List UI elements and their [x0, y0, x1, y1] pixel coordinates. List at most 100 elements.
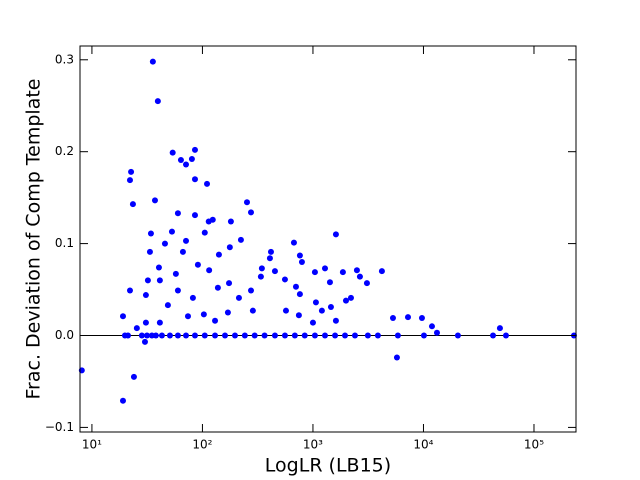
data-point — [502, 332, 509, 339]
data-point — [231, 332, 238, 339]
data-point — [191, 332, 198, 339]
data-point — [309, 319, 316, 326]
data-point — [364, 332, 371, 339]
data-point — [126, 287, 133, 294]
data-point — [191, 212, 198, 219]
data-point — [169, 149, 176, 156]
data-point — [291, 332, 298, 339]
data-point — [156, 277, 163, 284]
data-point — [281, 276, 288, 283]
data-point — [183, 332, 190, 339]
data-point — [174, 332, 181, 339]
data-point — [214, 284, 221, 291]
data-point — [428, 323, 435, 330]
x-tick-label: 10⁴ — [413, 438, 433, 452]
data-point — [179, 248, 186, 255]
data-point — [290, 239, 297, 246]
data-point — [183, 237, 190, 244]
data-point — [311, 269, 318, 276]
data-point — [301, 332, 308, 339]
data-point — [161, 240, 168, 247]
data-point — [224, 309, 231, 316]
data-point — [312, 299, 319, 306]
data-point — [164, 302, 171, 309]
data-point — [152, 332, 159, 339]
data-point — [138, 332, 145, 339]
data-point — [191, 176, 198, 183]
data-point — [374, 332, 381, 339]
data-point — [200, 311, 207, 318]
data-point — [257, 273, 264, 280]
data-point — [146, 248, 153, 255]
data-point — [393, 354, 400, 361]
x-tick-label: 10² — [192, 438, 212, 452]
data-point — [490, 332, 497, 339]
data-point — [296, 252, 303, 259]
x-axis-label: LogLR (LB15) — [265, 455, 391, 477]
data-point — [342, 332, 349, 339]
data-point — [241, 332, 248, 339]
data-point — [351, 332, 358, 339]
data-point — [212, 317, 219, 324]
y-tick-label: −0.1 — [45, 420, 74, 434]
data-point — [282, 307, 289, 314]
data-point — [156, 319, 163, 326]
data-point — [206, 267, 213, 274]
data-point — [292, 283, 299, 290]
data-point — [201, 332, 208, 339]
data-point — [258, 265, 265, 272]
data-point — [295, 312, 302, 319]
data-point — [261, 332, 268, 339]
data-point — [130, 373, 137, 380]
data-point — [356, 273, 363, 280]
data-point — [281, 332, 288, 339]
data-point — [226, 244, 233, 251]
x-tick-label: 10⁵ — [524, 438, 544, 452]
data-point — [266, 255, 273, 262]
data-point — [158, 332, 165, 339]
y-tick-label: 0.0 — [55, 328, 74, 342]
data-point — [353, 267, 360, 274]
data-point — [143, 332, 150, 339]
data-point — [249, 307, 256, 314]
data-point — [237, 236, 244, 243]
y-tick-label: 0.2 — [55, 144, 74, 158]
data-point — [172, 270, 179, 277]
data-point — [243, 199, 250, 206]
data-point — [267, 248, 274, 255]
data-point — [209, 216, 216, 223]
data-point — [221, 332, 228, 339]
data-point — [174, 210, 181, 217]
y-tick-label: 0.3 — [55, 52, 74, 66]
data-point — [433, 329, 440, 336]
data-point — [141, 338, 148, 345]
data-point — [327, 304, 334, 311]
data-point — [247, 209, 254, 216]
data-point — [378, 268, 385, 275]
data-point — [191, 146, 198, 153]
data-point — [168, 228, 175, 235]
data-point — [247, 287, 254, 294]
data-point — [339, 269, 346, 276]
data-point — [271, 268, 278, 275]
data-point — [251, 332, 258, 339]
data-point — [155, 264, 162, 271]
data-point — [119, 313, 126, 320]
y-tick-label: 0.1 — [55, 236, 74, 250]
data-point — [174, 287, 181, 294]
data-point — [183, 161, 190, 168]
plot-area — [78, 58, 577, 404]
data-point — [321, 332, 328, 339]
data-point — [194, 261, 201, 268]
data-point — [235, 294, 242, 301]
data-point — [144, 277, 151, 284]
data-point — [418, 315, 425, 322]
data-point — [332, 332, 339, 339]
data-point — [311, 332, 318, 339]
data-point — [201, 229, 208, 236]
data-point — [342, 297, 349, 304]
data-point — [184, 313, 191, 320]
data-point — [147, 230, 154, 237]
data-point — [124, 332, 131, 339]
data-point — [296, 291, 303, 298]
